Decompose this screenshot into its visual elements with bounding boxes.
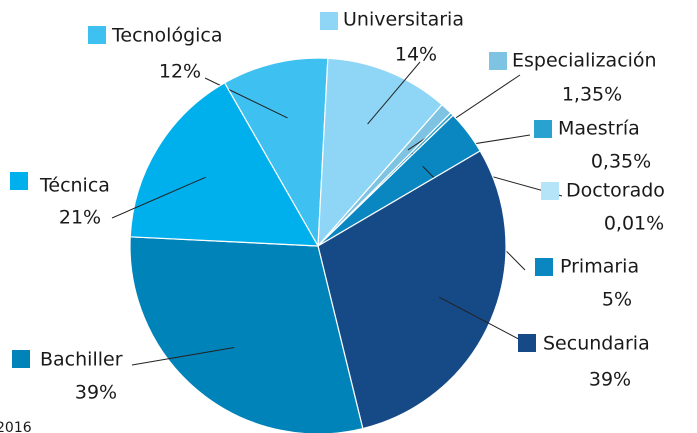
legend-swatch <box>534 120 552 138</box>
slice-value: 0,01% <box>604 213 664 235</box>
slice-name: Doctorado <box>566 180 665 202</box>
legend-swatch <box>489 52 507 70</box>
slice-value: 14% <box>395 44 437 66</box>
slice-value: 21% <box>59 207 101 229</box>
slice-name: Especialización <box>512 50 657 72</box>
slice-name: Universitaria <box>343 9 464 31</box>
slice-value: 39% <box>589 369 631 391</box>
legend-swatch <box>88 26 106 44</box>
legend-swatch <box>541 182 559 200</box>
slice-value: 5% <box>602 289 632 311</box>
leader-line <box>111 176 207 219</box>
slice-value: 12% <box>159 61 201 83</box>
leader-line <box>131 347 235 366</box>
legend-swatch <box>320 12 338 30</box>
leader-line <box>204 77 288 119</box>
slice-value: 0,35% <box>591 151 651 173</box>
slice-name: Secundaria <box>543 333 650 355</box>
slice-name: Maestría <box>558 118 640 140</box>
slice-name: Primaria <box>560 256 639 278</box>
leader-line <box>438 296 531 346</box>
legend-swatch <box>12 350 30 368</box>
legend-swatch <box>535 258 553 276</box>
pie-slice <box>129 236 364 433</box>
legend-swatch <box>518 334 536 352</box>
slice-name: Técnica <box>39 175 110 197</box>
slice-name: Tecnológica <box>111 25 223 47</box>
source: 2016 <box>0 420 32 433</box>
pie-slice <box>317 150 507 430</box>
slice-value: 39% <box>75 382 117 404</box>
slice-value: 1,35% <box>562 84 622 106</box>
leader-line <box>367 61 421 125</box>
legend-swatch <box>10 172 28 190</box>
slice-name: Bachiller <box>40 349 123 371</box>
pie-slice <box>223 57 329 249</box>
pie-slice <box>129 82 320 247</box>
pie-slice <box>317 57 443 248</box>
